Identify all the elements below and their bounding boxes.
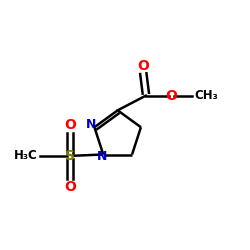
Text: O: O xyxy=(166,89,177,103)
Text: H₃C: H₃C xyxy=(14,149,37,162)
Text: S: S xyxy=(65,149,75,163)
Text: O: O xyxy=(64,118,76,132)
Text: O: O xyxy=(64,180,76,194)
Text: N: N xyxy=(86,118,97,131)
Text: O: O xyxy=(138,59,149,73)
Text: N: N xyxy=(97,150,107,163)
Text: CH₃: CH₃ xyxy=(195,89,218,102)
